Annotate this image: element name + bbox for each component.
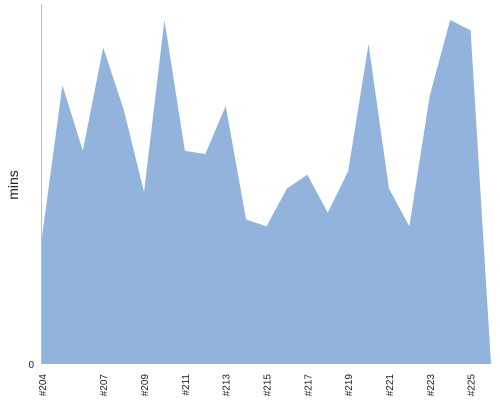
area-series	[42, 20, 491, 364]
y-tick-label: 0	[28, 360, 34, 371]
y-tick-labels: 0	[28, 360, 34, 371]
x-tick-label: #204	[38, 374, 49, 397]
x-tick-label: #215	[263, 374, 274, 397]
y-axis-label: mins	[5, 170, 21, 200]
x-tick-label: #213	[222, 374, 233, 397]
plot-area	[42, 20, 491, 364]
x-tick-label: #209	[140, 374, 151, 397]
x-tick-label: #223	[426, 374, 437, 397]
x-tick-label: #207	[99, 374, 110, 397]
x-tick-labels: #204 #207 #209 #211 #213 #215 #217 #219 #221 #223…	[38, 374, 478, 397]
x-tick-label: #225	[467, 374, 478, 397]
x-tick-label: #211	[181, 374, 192, 396]
x-tick-label: #217	[303, 374, 314, 397]
x-tick-label: #219	[344, 374, 355, 397]
x-tick-label: #221	[385, 374, 396, 397]
